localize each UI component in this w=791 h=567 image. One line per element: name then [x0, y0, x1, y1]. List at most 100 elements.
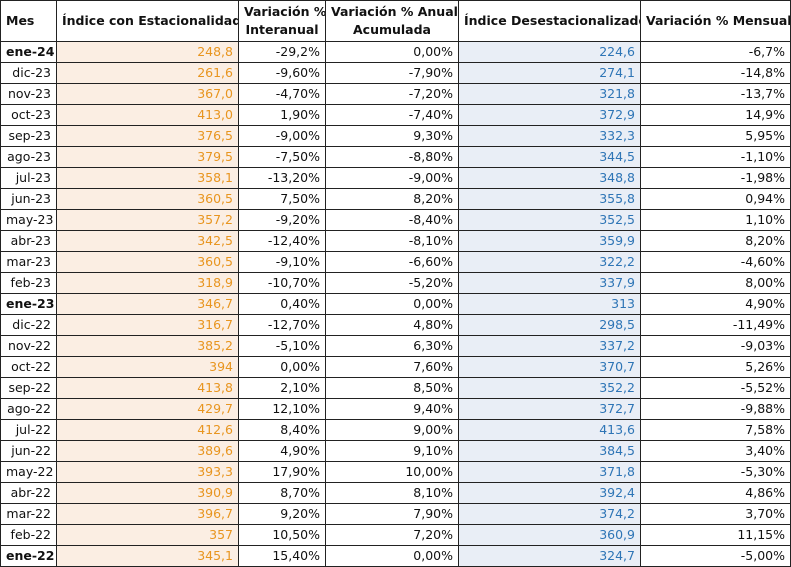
cell-mes: oct-22 [0, 356, 57, 378]
table-row: dic-23 261,6 -9,60% -7,90% 274,1 -14,8% [0, 62, 791, 84]
cell-variacion-anual-acumulada: 0,00% [325, 545, 459, 567]
cell-mes: jun-23 [0, 188, 57, 210]
cell-indice-desestacionalizado: 321,8 [458, 83, 641, 105]
header-mes: Mes [0, 0, 57, 42]
cell-variacion-anual-acumulada: 7,90% [325, 503, 459, 525]
header-variacion-interanual-line2: Interanual [245, 22, 319, 37]
cell-mes: ene-23 [0, 293, 57, 315]
cell-variacion-mensual: 4,86% [640, 482, 791, 504]
table-row: ene-23 346,7 0,40% 0,00% 313 4,90% [0, 293, 791, 315]
cell-variacion-interanual: 15,40% [238, 545, 326, 567]
cell-variacion-interanual: -29,2% [238, 41, 326, 63]
cell-variacion-interanual: -4,70% [238, 83, 326, 105]
table-row: feb-23 318,9 -10,70% -5,20% 337,9 8,00% [0, 272, 791, 294]
cell-indice-estacionalidad: 396,7 [56, 503, 239, 525]
cell-indice-desestacionalizado: 360,9 [458, 524, 641, 546]
cell-variacion-mensual: -5,30% [640, 461, 791, 483]
cell-variacion-mensual: 1,10% [640, 209, 791, 231]
cell-variacion-anual-acumulada: -6,60% [325, 251, 459, 273]
cell-indice-desestacionalizado: 344,5 [458, 146, 641, 168]
cell-mes: dic-22 [0, 314, 57, 336]
cell-variacion-mensual: -9,88% [640, 398, 791, 420]
table-row: sep-23 376,5 -9,00% 9,30% 332,3 5,95% [0, 125, 791, 147]
table-row: dic-22 316,7 -12,70% 4,80% 298,5 -11,49% [0, 314, 791, 336]
table-row: may-22 393,3 17,90% 10,00% 371,8 -5,30% [0, 461, 791, 483]
cell-variacion-mensual: 3,40% [640, 440, 791, 462]
cell-mes: ago-22 [0, 398, 57, 420]
cell-variacion-interanual: -7,50% [238, 146, 326, 168]
table-row: abr-23 342,5 -12,40% -8,10% 359,9 8,20% [0, 230, 791, 252]
header-variacion-mensual: Variación % Mensual [640, 0, 791, 42]
table-row: ago-22 429,7 12,10% 9,40% 372,7 -9,88% [0, 398, 791, 420]
cell-indice-desestacionalizado: 337,9 [458, 272, 641, 294]
cell-variacion-mensual: 8,20% [640, 230, 791, 252]
cell-variacion-interanual: -9,20% [238, 209, 326, 231]
cell-mes: mar-22 [0, 503, 57, 525]
cell-variacion-interanual: -9,60% [238, 62, 326, 84]
cell-variacion-mensual: -13,7% [640, 83, 791, 105]
cell-variacion-mensual: -5,00% [640, 545, 791, 567]
cell-variacion-mensual: -1,98% [640, 167, 791, 189]
cell-variacion-anual-acumulada: -8,10% [325, 230, 459, 252]
cell-variacion-interanual: 4,90% [238, 440, 326, 462]
table-row: jun-22 389,6 4,90% 9,10% 384,5 3,40% [0, 440, 791, 462]
cell-indice-desestacionalizado: 372,9 [458, 104, 641, 126]
cell-variacion-mensual: -1,10% [640, 146, 791, 168]
cell-variacion-mensual: 8,00% [640, 272, 791, 294]
table-row: mar-22 396,7 9,20% 7,90% 374,2 3,70% [0, 503, 791, 525]
cell-mes: nov-22 [0, 335, 57, 357]
cell-indice-estacionalidad: 429,7 [56, 398, 239, 420]
cell-variacion-mensual: 7,58% [640, 419, 791, 441]
cell-variacion-interanual: 7,50% [238, 188, 326, 210]
cell-indice-desestacionalizado: 313 [458, 293, 641, 315]
cell-variacion-mensual: -4,60% [640, 251, 791, 273]
cell-variacion-interanual: 0,00% [238, 356, 326, 378]
table-row: oct-23 413,0 1,90% -7,40% 372,9 14,9% [0, 104, 791, 126]
cell-mes: mar-23 [0, 251, 57, 273]
cell-variacion-mensual: -11,49% [640, 314, 791, 336]
cell-variacion-anual-acumulada: 7,60% [325, 356, 459, 378]
cell-indice-desestacionalizado: 348,8 [458, 167, 641, 189]
cell-indice-desestacionalizado: 332,3 [458, 125, 641, 147]
cell-variacion-mensual: 11,15% [640, 524, 791, 546]
cell-mes: feb-23 [0, 272, 57, 294]
cell-variacion-interanual: -9,00% [238, 125, 326, 147]
table-row: oct-22 394 0,00% 7,60% 370,7 5,26% [0, 356, 791, 378]
cell-variacion-interanual: -13,20% [238, 167, 326, 189]
cell-mes: ene-22 [0, 545, 57, 567]
table-row: ago-23 379,5 -7,50% -8,80% 344,5 -1,10% [0, 146, 791, 168]
cell-variacion-interanual: -10,70% [238, 272, 326, 294]
cell-variacion-interanual: 12,10% [238, 398, 326, 420]
cell-indice-estacionalidad: 413,0 [56, 104, 239, 126]
header-variacion-anual-line1: Variación % Anual [331, 4, 458, 19]
cell-variacion-mensual: 14,9% [640, 104, 791, 126]
cell-mes: abr-23 [0, 230, 57, 252]
cell-indice-estacionalidad: 357,2 [56, 209, 239, 231]
table-row: nov-23 367,0 -4,70% -7,20% 321,8 -13,7% [0, 83, 791, 105]
cell-indice-desestacionalizado: 337,2 [458, 335, 641, 357]
cell-mes: nov-23 [0, 83, 57, 105]
cell-indice-estacionalidad: 367,0 [56, 83, 239, 105]
cell-variacion-anual-acumulada: -9,00% [325, 167, 459, 189]
cell-variacion-anual-acumulada: 6,30% [325, 335, 459, 357]
cell-variacion-interanual: 9,20% [238, 503, 326, 525]
cell-indice-estacionalidad: 393,3 [56, 461, 239, 483]
cell-indice-desestacionalizado: 355,8 [458, 188, 641, 210]
cell-variacion-mensual: 5,26% [640, 356, 791, 378]
cell-indice-estacionalidad: 385,2 [56, 335, 239, 357]
cell-indice-desestacionalizado: 370,7 [458, 356, 641, 378]
cell-variacion-interanual: 2,10% [238, 377, 326, 399]
cell-mes: ago-23 [0, 146, 57, 168]
cell-variacion-anual-acumulada: 9,40% [325, 398, 459, 420]
cell-variacion-interanual: 8,40% [238, 419, 326, 441]
cell-mes: sep-23 [0, 125, 57, 147]
cell-variacion-mensual: 0,94% [640, 188, 791, 210]
cell-variacion-interanual: 0,40% [238, 293, 326, 315]
cell-indice-estacionalidad: 357 [56, 524, 239, 546]
cell-indice-desestacionalizado: 374,2 [458, 503, 641, 525]
cell-indice-estacionalidad: 379,5 [56, 146, 239, 168]
cell-variacion-anual-acumulada: 7,20% [325, 524, 459, 546]
header-variacion-anual-acumulada: Variación % Anual Acumulada [325, 0, 459, 42]
cell-variacion-anual-acumulada: 0,00% [325, 41, 459, 63]
